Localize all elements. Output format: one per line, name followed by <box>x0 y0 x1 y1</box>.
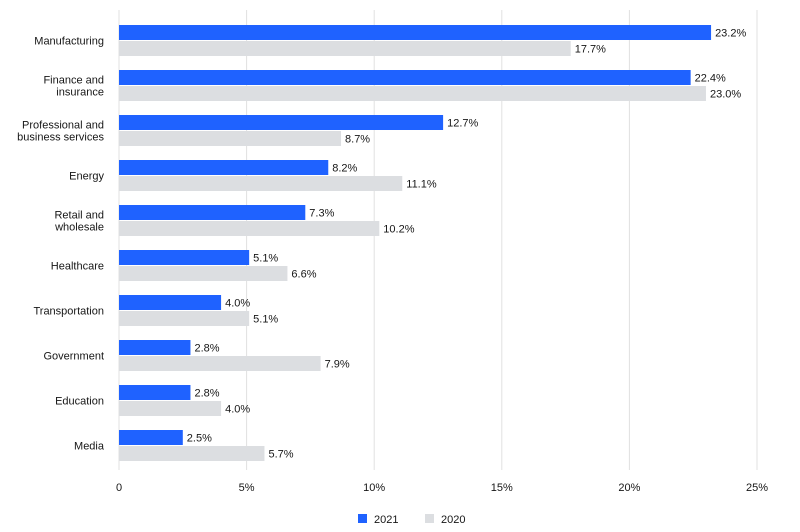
bar-2020 <box>119 131 342 146</box>
category-label: Finance and <box>43 75 104 87</box>
bar-2021 <box>119 430 183 445</box>
bar-2020 <box>119 86 706 101</box>
category-label: wholesale <box>54 222 104 234</box>
data-label-2020: 23.0% <box>710 89 741 101</box>
category-label: Media <box>74 441 105 453</box>
bar-2020 <box>119 401 222 416</box>
category-label: Transportation <box>33 306 104 318</box>
data-label-2021: 22.4% <box>695 73 726 85</box>
bar-2021 <box>119 250 250 265</box>
category-label: Education <box>55 396 104 408</box>
category-label: business services <box>17 132 104 144</box>
bar-2021 <box>119 385 191 400</box>
data-label-2020: 5.1% <box>253 314 278 326</box>
data-label-2021: 8.2% <box>332 163 357 175</box>
data-label-2021: 2.8% <box>194 343 219 355</box>
category-label: Professional and <box>22 120 104 132</box>
bar-2020 <box>119 311 250 326</box>
data-label-2021: 23.2% <box>715 28 746 40</box>
x-tick-label: 15% <box>491 482 513 494</box>
data-label-2021: 2.8% <box>194 388 219 400</box>
legend: 2021 2020 <box>358 514 465 526</box>
legend-swatch-2020 <box>425 514 434 523</box>
bar-2021 <box>119 205 306 220</box>
legend-swatch-2021 <box>358 514 367 523</box>
data-label-2020: 11.1% <box>406 179 437 191</box>
data-labels: 23.2% 17.7% 22.4% 23.0% 12.7% 8.7% 8.2% 11.1% 7.… <box>187 28 747 461</box>
category-label: Retail and <box>54 210 104 222</box>
data-label-2020: 7.9% <box>325 359 350 371</box>
bar-2021 <box>119 295 222 310</box>
data-label-2021: 7.3% <box>309 208 334 220</box>
x-tick-label: 10% <box>363 482 385 494</box>
x-axis-tick-labels: 0 5% 10% 15% 20% 25% <box>116 482 768 494</box>
data-label-2020: 5.7% <box>268 449 293 461</box>
category-label: insurance <box>56 87 104 99</box>
x-tick-label: 20% <box>618 482 640 494</box>
bar-2021 <box>119 70 691 85</box>
category-label: Healthcare <box>51 261 104 273</box>
data-label-2020: 17.7% <box>575 44 606 56</box>
bar-2021 <box>119 25 712 40</box>
data-label-2020: 6.6% <box>291 269 316 281</box>
bar-2020 <box>119 266 288 281</box>
bar-2021 <box>119 160 329 175</box>
bar-2021 <box>119 340 191 355</box>
data-label-2021: 2.5% <box>187 433 212 445</box>
data-label-2020: 8.7% <box>345 134 370 146</box>
category-label: Manufacturing <box>34 36 104 48</box>
x-tick-label: 5% <box>239 482 255 494</box>
bar-2020 <box>119 176 403 191</box>
category-label: Government <box>43 351 104 363</box>
data-label-2020: 4.0% <box>225 404 250 416</box>
data-label-2021: 4.0% <box>225 298 250 310</box>
category-label: Energy <box>69 171 104 183</box>
bars <box>119 25 712 461</box>
bar-2020 <box>119 446 265 461</box>
legend-label-2020: 2020 <box>441 514 465 526</box>
bar-2020 <box>119 356 321 371</box>
data-label-2021: 12.7% <box>447 118 478 130</box>
data-label-2020: 10.2% <box>383 224 414 236</box>
legend-label-2021: 2021 <box>374 514 398 526</box>
x-tick-label: 25% <box>746 482 768 494</box>
x-tick-label: 0 <box>116 482 122 494</box>
data-label-2021: 5.1% <box>253 253 278 265</box>
bar-2020 <box>119 41 571 56</box>
bar-2020 <box>119 221 380 236</box>
bar-2021 <box>119 115 444 130</box>
